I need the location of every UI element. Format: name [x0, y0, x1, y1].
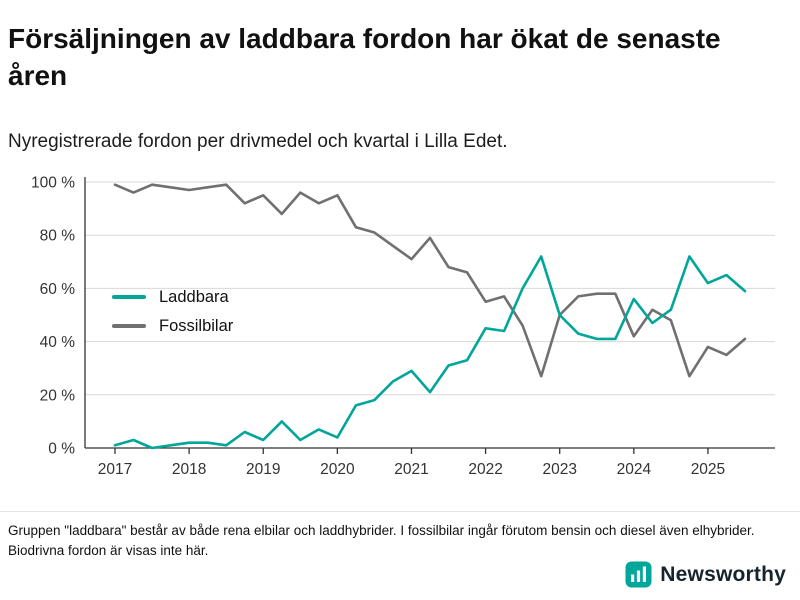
y-tick-label: 0 % — [48, 441, 75, 458]
line-chart: 0 % 20 % 40 % 60 % 80 % 100 % 2017 2018 2019 2020… — [31, 175, 775, 478]
x-tick-label: 2023 — [542, 461, 576, 478]
x-tick-label: 2019 — [246, 461, 280, 478]
y-tick-label: 60 % — [40, 281, 76, 298]
y-tick-label: 40 % — [40, 334, 76, 351]
x-tick-label: 2020 — [320, 461, 355, 478]
legend-swatch-fossilbilar — [112, 324, 146, 328]
x-tick-label: 2024 — [617, 461, 652, 478]
legend-swatch-laddbara — [112, 295, 146, 299]
footer-divider — [0, 511, 800, 512]
newsworthy-icon — [625, 561, 652, 588]
legend-label-laddbara: Laddbara — [159, 287, 229, 306]
brand-logo: Newsworthy — [625, 561, 786, 588]
chart-footnote: Gruppen "laddbara" består av både rena e… — [8, 523, 755, 559]
legend-label-fossilbilar: Fossilbilar — [159, 316, 234, 335]
chart-legend: Laddbara Fossilbilar — [112, 287, 233, 345]
y-tick-label: 100 % — [31, 175, 75, 192]
chart-area: 0 % 20 % 40 % 60 % 80 % 100 % 2017 2018 2019 2020… — [0, 160, 800, 490]
legend-item-fossilbilar: Fossilbilar — [112, 316, 233, 336]
x-tick-label: 2021 — [394, 461, 428, 478]
y-tick-label: 20 % — [40, 387, 76, 404]
page-subtitle: Nyregistrerade fordon per drivmedel och … — [8, 131, 508, 152]
x-tick-label: 2017 — [98, 461, 132, 478]
x-tick-label: 2025 — [691, 461, 725, 478]
legend-item-laddbara: Laddbara — [112, 287, 233, 307]
brand-name: Newsworthy — [660, 562, 786, 586]
x-tick-label: 2022 — [468, 461, 502, 478]
x-tick-label: 2018 — [172, 461, 206, 478]
series-line-laddbara — [113, 255, 747, 450]
y-tick-label: 80 % — [40, 228, 76, 245]
series-line-fossilbilar — [113, 183, 747, 378]
page-title: Försäljningen av laddbara fordon har öka… — [8, 22, 721, 91]
